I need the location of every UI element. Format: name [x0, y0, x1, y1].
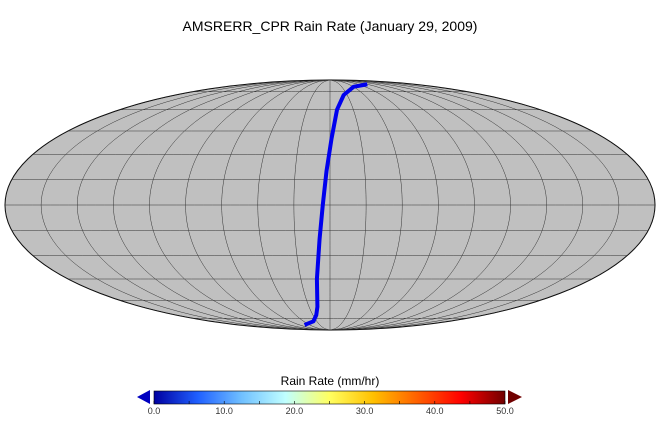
meridian-line [329, 80, 439, 330]
meridian-line [221, 80, 331, 330]
meridian-line [149, 80, 331, 330]
meridian-line [40, 80, 331, 330]
colorbar-tick-label: 0.0 [147, 406, 161, 416]
meridian-line [185, 80, 331, 330]
colorbar-under-arrow [137, 390, 150, 404]
colorbar [137, 390, 522, 405]
track-line [303, 82, 368, 327]
colorbar-tick-label: 10.0 [215, 406, 233, 416]
meridian-line [329, 80, 547, 330]
colorbar-tick-label: 40.0 [426, 406, 444, 416]
meridian-line [257, 80, 331, 330]
meridian-line [5, 80, 331, 330]
meridian-line [113, 80, 331, 330]
meridian-line [329, 80, 511, 330]
colorbar-over-arrow [508, 390, 522, 404]
graticule [5, 80, 655, 330]
meridian-line [329, 80, 403, 330]
meridian-line [329, 80, 620, 330]
colorbar-tick-label: 20.0 [285, 406, 304, 416]
satellite-track [303, 82, 368, 327]
meridian-line [293, 80, 331, 330]
colorbar-title: Rain Rate (mm/hr) [280, 374, 380, 388]
colorbar-tick-label: 30.0 [355, 406, 374, 416]
meridian-line [76, 80, 331, 330]
meridian-line [329, 80, 584, 330]
meridian-line [329, 80, 367, 330]
colorbar-tick-label: 50.0 [496, 406, 514, 416]
map-title: AMSRERR_CPR Rain Rate (January 29, 2009) [182, 18, 478, 34]
meridian-line [329, 80, 475, 330]
